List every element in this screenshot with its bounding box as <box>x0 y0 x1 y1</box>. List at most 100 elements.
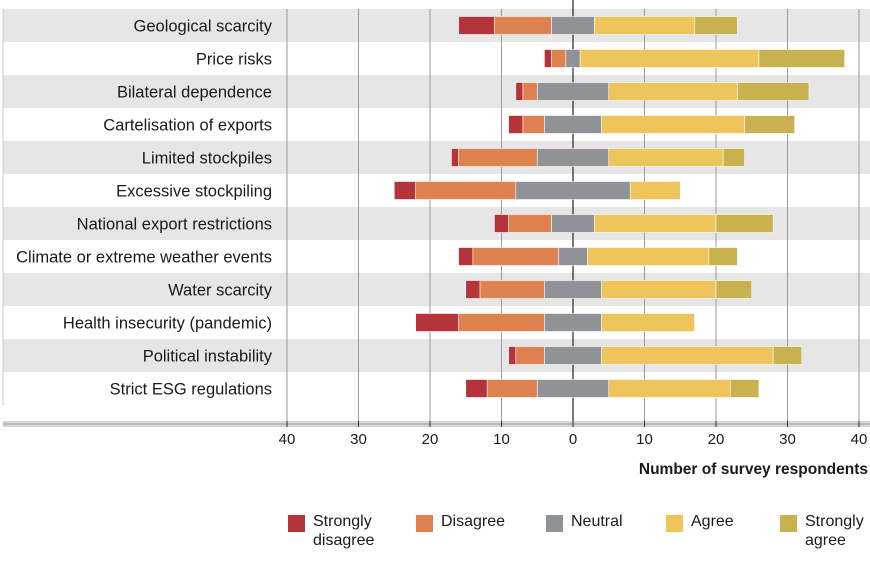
category-label: National export restrictions <box>77 216 272 234</box>
bar-neutral-national-export-restrictions <box>551 214 595 233</box>
category-label: Price risks <box>196 51 272 69</box>
bar-strongly-agree-water-scarcity <box>715 280 753 299</box>
bar-strongly-agree-price-risks <box>758 49 846 68</box>
bar-disagree-cartelisation-of-exports <box>522 115 545 134</box>
bar-disagree-bilateral-dependence <box>522 82 538 101</box>
x-tick-label: 0 <box>569 431 577 448</box>
category-label: Limited stockpiles <box>142 150 272 168</box>
bar-strongly-agree-cartelisation-of-exports <box>744 115 795 134</box>
bar-agree-geological-scarcity <box>594 16 695 35</box>
legend-item-strongly-disagree: Strongly disagree <box>288 512 374 550</box>
bar-strongly-disagree-geological-scarcity <box>458 16 495 35</box>
legend-item-agree: Agree <box>666 512 734 532</box>
legend-swatch <box>416 515 433 532</box>
bar-neutral-excessive-stockpiling <box>515 181 631 200</box>
bar-disagree-water-scarcity <box>479 280 545 299</box>
bar-strongly-disagree-strict-esg-regulations <box>465 379 488 398</box>
bar-neutral-limited-stockpiles <box>536 148 610 167</box>
x-axis: 40 30 20 10 0 10 20 30 40 <box>3 421 870 448</box>
bar-strongly-disagree-health-insecurity-pandemic <box>415 313 459 332</box>
bar-disagree-health-insecurity-pandemic <box>458 313 545 332</box>
legend: Strongly disagree Disagree Neutral Agree … <box>0 512 870 562</box>
x-tick-label: 40 <box>279 431 296 448</box>
category-labels: Geological scarcity Price risks Bilateral … <box>16 18 273 399</box>
bar-strongly-agree-limited-stockpiles <box>722 148 745 167</box>
bar-strongly-disagree-water-scarcity <box>465 280 481 299</box>
bar-agree-political-instability <box>601 346 774 365</box>
bar-neutral-price-risks <box>565 49 581 68</box>
bar-disagree-national-export-restrictions <box>508 214 552 233</box>
bar-neutral-strict-esg-regulations <box>536 379 610 398</box>
legend-label: Disagree <box>441 513 506 530</box>
bar-strongly-disagree-price-risks <box>544 49 552 68</box>
bar-disagree-limited-stockpiles <box>458 148 538 167</box>
bar-neutral-geological-scarcity <box>551 16 595 35</box>
category-label: Geological scarcity <box>134 18 273 36</box>
category-label: Health insecurity (pandemic) <box>63 315 272 333</box>
bar-neutral-health-insecurity-pandemic <box>544 313 602 332</box>
bar-agree-climate-or-extreme-weather-events <box>586 247 710 266</box>
x-tick-label: 20 <box>708 431 725 448</box>
category-label: Climate or extreme weather events <box>16 249 272 267</box>
bar-strongly-agree-political-instability <box>772 346 803 365</box>
bar-neutral-cartelisation-of-exports <box>544 115 602 134</box>
bar-disagree-political-instability <box>515 346 545 365</box>
legend-item-neutral: Neutral <box>546 512 623 532</box>
bar-strongly-disagree-bilateral-dependence <box>515 82 524 101</box>
bar-neutral-water-scarcity <box>544 280 602 299</box>
bar-neutral-political-instability <box>544 346 602 365</box>
legend-label: Neutral <box>571 513 623 530</box>
x-tick-label: 40 <box>851 431 868 448</box>
legend-item-disagree: Disagree <box>416 512 505 532</box>
x-tick-label: 30 <box>350 431 367 448</box>
category-label: Cartelisation of exports <box>103 117 272 135</box>
legend-swatch <box>288 515 305 532</box>
legend-label: Agree <box>691 513 734 530</box>
x-tick-label: 20 <box>422 431 439 448</box>
legend-item-strongly-agree: Strongly agree <box>780 512 864 550</box>
legend-swatch <box>666 515 683 532</box>
bar-disagree-excessive-stockpiling <box>415 181 517 200</box>
bar-strongly-agree-strict-esg-regulations <box>729 379 760 398</box>
bar-disagree-strict-esg-regulations <box>486 379 538 398</box>
bar-strongly-agree-climate-or-extreme-weather-events <box>708 247 738 266</box>
bar-disagree-climate-or-extreme-weather-events <box>472 247 559 266</box>
legend-label: Strongly disagree <box>313 513 375 549</box>
bar-strongly-disagree-excessive-stockpiling <box>393 181 417 200</box>
bar-agree-limited-stockpiles <box>608 148 724 167</box>
legend-label: Strongly agree <box>805 513 864 549</box>
x-tick-label: 10 <box>636 431 653 448</box>
bar-disagree-price-risks <box>551 49 567 68</box>
bar-neutral-climate-or-extreme-weather-events <box>558 247 588 266</box>
bar-agree-bilateral-dependence <box>608 82 738 101</box>
bar-agree-cartelisation-of-exports <box>601 115 745 134</box>
bar-agree-excessive-stockpiling <box>629 181 681 200</box>
bar-strongly-disagree-cartelisation-of-exports <box>508 115 524 134</box>
legend-swatch <box>780 515 797 532</box>
category-label: Excessive stockpiling <box>116 183 272 201</box>
bar-neutral-bilateral-dependence <box>536 82 610 101</box>
x-tick-label: 10 <box>493 431 510 448</box>
bar-strongly-disagree-political-instability <box>508 346 517 365</box>
bars <box>393 16 846 398</box>
bar-agree-health-insecurity-pandemic <box>601 313 695 332</box>
bar-strongly-agree-geological-scarcity <box>694 16 738 35</box>
bar-strongly-disagree-climate-or-extreme-weather-events <box>458 247 474 266</box>
bar-strongly-disagree-limited-stockpiles <box>451 148 459 167</box>
bar-agree-water-scarcity <box>601 280 717 299</box>
category-label: Political instability <box>143 348 273 366</box>
bar-agree-price-risks <box>579 49 760 68</box>
bar-strongly-agree-bilateral-dependence <box>737 82 810 101</box>
bar-disagree-geological-scarcity <box>494 16 552 35</box>
category-label: Bilateral dependence <box>117 84 272 102</box>
bar-strongly-disagree-national-export-restrictions <box>494 214 509 233</box>
category-label: Strict ESG regulations <box>110 381 272 399</box>
bar-agree-national-export-restrictions <box>594 214 717 233</box>
bar-strongly-agree-national-export-restrictions <box>715 214 774 233</box>
x-axis-title: Number of survey respondents <box>639 461 868 478</box>
category-label: Water scarcity <box>168 282 273 300</box>
legend-swatch <box>546 515 563 532</box>
x-tick-label: 30 <box>779 431 796 448</box>
